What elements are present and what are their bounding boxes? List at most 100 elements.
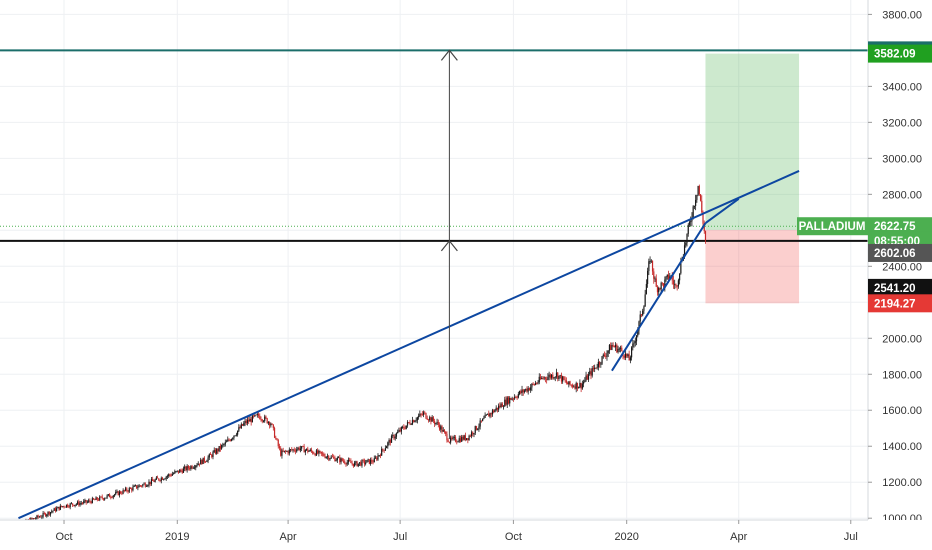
candle: [605, 352, 607, 360]
candle: [267, 421, 270, 426]
candle-body: [517, 394, 519, 398]
candle-body: [86, 501, 89, 503]
candle: [578, 386, 580, 389]
candle: [229, 439, 231, 442]
candle-body: [408, 422, 410, 423]
candle-body: [463, 435, 465, 440]
candle-body: [665, 276, 667, 280]
candle-body: [36, 515, 38, 519]
candle-body: [233, 435, 235, 439]
candle: [124, 486, 127, 492]
candle: [277, 438, 279, 449]
candle: [602, 353, 604, 359]
candle-body: [58, 506, 60, 510]
candle-body: [64, 506, 66, 508]
candle-body: [176, 470, 178, 472]
candle-body: [413, 420, 415, 423]
candle-body: [91, 498, 93, 504]
candle-body: [163, 478, 165, 480]
candle-body: [69, 503, 71, 508]
candle: [480, 420, 483, 423]
candle: [554, 376, 556, 382]
candle-body: [143, 483, 145, 485]
candle: [579, 379, 581, 389]
candle-body: [443, 430, 446, 432]
time-axis[interactable]: Oct 2019 Apr Jul Oct 2020 Apr Jul: [0, 519, 932, 550]
candle-body: [201, 459, 203, 464]
candle: [324, 453, 326, 459]
candle-body: [605, 356, 607, 357]
candle-body: [587, 374, 590, 380]
candle-body: [569, 381, 571, 385]
candle: [494, 408, 496, 413]
price-axis[interactable]: 1000.001200.001400.001600.001800.002000.…: [867, 0, 932, 525]
candle-body: [317, 450, 319, 454]
candle: [276, 438, 278, 441]
candle: [46, 513, 48, 518]
candle-body: [580, 382, 582, 389]
candle-body: [632, 343, 634, 348]
x-tick-label: Oct: [55, 531, 72, 543]
candle: [607, 350, 609, 358]
candle-body: [152, 479, 154, 481]
price-label: 2194.27: [868, 294, 932, 313]
candle-body: [525, 388, 527, 391]
candle: [76, 500, 79, 505]
candle-body: [686, 233, 688, 243]
candle-body: [637, 330, 639, 336]
candle-body: [193, 467, 196, 469]
candle-body: [243, 423, 245, 426]
candle: [362, 458, 364, 463]
candle-body: [230, 438, 233, 441]
candle: [173, 472, 175, 475]
candle: [273, 426, 276, 439]
candle-body: [565, 380, 567, 383]
candle-body: [328, 456, 330, 460]
candle-body: [283, 450, 286, 452]
candle: [264, 414, 266, 423]
candle-body: [251, 415, 253, 423]
y-tick-label: 2400.00: [882, 261, 922, 273]
candle: [41, 514, 43, 520]
candle: [36, 514, 38, 520]
candle: [569, 380, 571, 386]
candle-body: [206, 461, 208, 462]
candle: [92, 497, 95, 500]
candle: [230, 438, 233, 442]
candle: [318, 449, 320, 457]
candle-body: [299, 448, 302, 450]
candle: [160, 476, 162, 484]
candle-body: [108, 494, 111, 498]
candle: [320, 451, 322, 457]
candle: [598, 361, 601, 368]
candle: [600, 361, 602, 368]
candle-body: [222, 444, 224, 446]
candle: [218, 446, 220, 453]
candle-body: [214, 449, 217, 454]
candle: [52, 510, 54, 514]
candle: [514, 394, 516, 401]
candle: [100, 496, 102, 498]
candle-body: [173, 473, 175, 475]
candle: [187, 464, 189, 471]
candle-body: [585, 375, 587, 381]
candle: [486, 413, 489, 415]
candle: [108, 493, 111, 498]
candle-body: [136, 485, 138, 489]
candle-body: [360, 462, 362, 466]
candle-body: [452, 437, 454, 439]
candle: [310, 447, 313, 453]
candle: [685, 241, 687, 248]
candle-body: [296, 449, 298, 452]
candle: [144, 482, 146, 488]
candle: [233, 435, 235, 441]
candle: [137, 484, 139, 491]
candle-body: [315, 450, 318, 456]
candle: [299, 445, 302, 453]
candle-body: [46, 514, 48, 517]
candle: [363, 458, 366, 467]
candle-body: [527, 388, 529, 392]
candle: [560, 372, 563, 384]
candle: [286, 450, 288, 453]
